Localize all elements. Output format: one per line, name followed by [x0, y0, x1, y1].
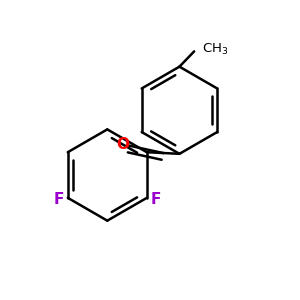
Text: CH$_3$: CH$_3$: [202, 42, 229, 57]
Text: O: O: [116, 137, 129, 152]
Text: F: F: [151, 192, 161, 207]
Text: F: F: [53, 192, 64, 207]
